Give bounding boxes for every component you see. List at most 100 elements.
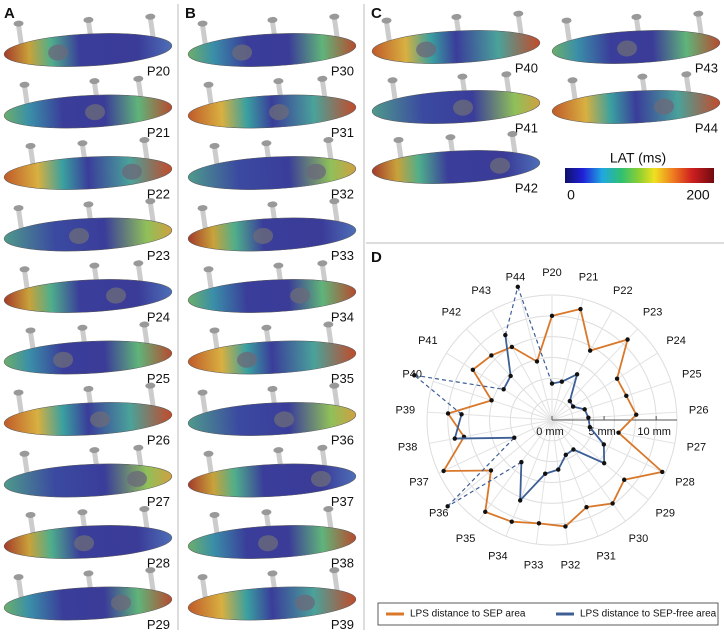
electrode-tip — [445, 134, 455, 141]
map-label: P36 — [331, 432, 354, 447]
panel-letter: A — [4, 5, 15, 22]
series-segment — [565, 507, 586, 526]
series-segment — [414, 375, 503, 389]
category-label: P23 — [643, 307, 663, 319]
ellipsoid-map — [186, 136, 356, 194]
map-label: P41 — [515, 120, 538, 135]
data-point — [624, 394, 628, 398]
ellipsoid-map — [186, 74, 356, 132]
electrode-tip — [317, 76, 327, 83]
map-label: P39 — [331, 617, 354, 632]
category-label: P22 — [613, 285, 633, 297]
data-point — [537, 521, 541, 525]
data-point — [510, 345, 514, 349]
data-point — [602, 461, 606, 465]
electrode-tip — [13, 389, 23, 396]
map-label: P21 — [147, 125, 170, 140]
electrode-tip — [267, 201, 277, 208]
panel-letter: D — [371, 249, 382, 266]
map-label: P24 — [147, 309, 170, 324]
electrode-tip — [13, 20, 23, 27]
data-point — [615, 376, 619, 380]
series-segment — [580, 309, 590, 351]
data-point — [441, 469, 445, 473]
electrode-tip — [561, 17, 571, 24]
category-label: P26 — [689, 405, 709, 417]
r-tick-label: 5 mm — [588, 426, 616, 438]
electrode-tip — [203, 451, 213, 458]
electrode-tip — [133, 260, 143, 267]
category-label: P43 — [471, 285, 491, 297]
data-point — [453, 436, 457, 440]
series-segment — [619, 433, 663, 472]
electrode-tip — [83, 17, 93, 24]
electrode-tip — [267, 386, 277, 393]
electrode-tip — [25, 327, 35, 334]
ellipsoid-map — [186, 259, 356, 317]
series-segment — [617, 379, 626, 396]
data-point — [516, 285, 520, 289]
data-point — [489, 468, 493, 472]
data-point — [446, 411, 450, 415]
data-point — [503, 333, 507, 337]
electrode-tip — [273, 262, 283, 269]
ellipsoid-map — [550, 70, 720, 128]
ellipsoid-map — [2, 74, 172, 132]
electrode-tip — [393, 137, 403, 144]
electrode-tip — [197, 205, 207, 212]
electrode-tip — [451, 14, 461, 21]
data-point — [610, 501, 614, 505]
ellipsoid-map — [2, 320, 172, 378]
category-label: P36 — [429, 508, 449, 520]
category-label: P24 — [666, 335, 686, 347]
map-label: P37 — [331, 494, 354, 509]
r-tick-label: 10 mm — [637, 426, 671, 438]
electrode-tip — [273, 78, 283, 85]
electrode-tip — [273, 447, 283, 454]
series-segment — [512, 522, 539, 524]
data-point — [550, 381, 554, 385]
electrode-tip — [203, 266, 213, 273]
r-tick-label: 0 mm — [536, 426, 564, 438]
data-point — [510, 519, 514, 523]
data-point — [625, 337, 629, 341]
category-label: P20 — [542, 267, 562, 279]
series-segment — [552, 309, 580, 316]
electrode-tip — [631, 14, 641, 21]
panel-letter: C — [371, 5, 382, 22]
legend-label: LPS distance to SEP area — [410, 609, 526, 620]
data-point — [518, 498, 522, 502]
category-label: P28 — [675, 476, 695, 488]
data-point — [582, 407, 586, 411]
ellipsoid-map — [2, 197, 172, 255]
electrode-tip — [89, 78, 99, 85]
ellipsoid-map — [550, 10, 720, 68]
category-label: P42 — [442, 307, 462, 319]
data-point — [556, 467, 560, 471]
data-point — [519, 460, 523, 464]
ellipsoid-map — [186, 566, 356, 624]
series-segment — [455, 438, 515, 439]
data-point — [660, 470, 664, 474]
electrode-tip — [25, 143, 35, 150]
ellipsoid-map — [186, 443, 356, 501]
category-label: P32 — [561, 560, 581, 572]
data-point — [578, 307, 582, 311]
category-label: P21 — [579, 272, 599, 284]
electrode-tip — [145, 13, 155, 20]
category-label: P35 — [456, 533, 476, 545]
colorbar-tick: 200 — [686, 187, 710, 203]
category-label: P41 — [418, 335, 438, 347]
electrode-tip — [197, 574, 207, 581]
panel-letter: B — [185, 5, 196, 22]
electrode-tip — [381, 17, 391, 24]
electrode-tip — [197, 389, 207, 396]
data-point — [564, 453, 568, 457]
map-label: P40 — [515, 60, 538, 75]
data-point — [550, 314, 554, 318]
electrode-tip — [637, 73, 647, 80]
series-segment — [485, 512, 511, 522]
series-segment — [518, 287, 552, 384]
electrode-tip — [89, 447, 99, 454]
